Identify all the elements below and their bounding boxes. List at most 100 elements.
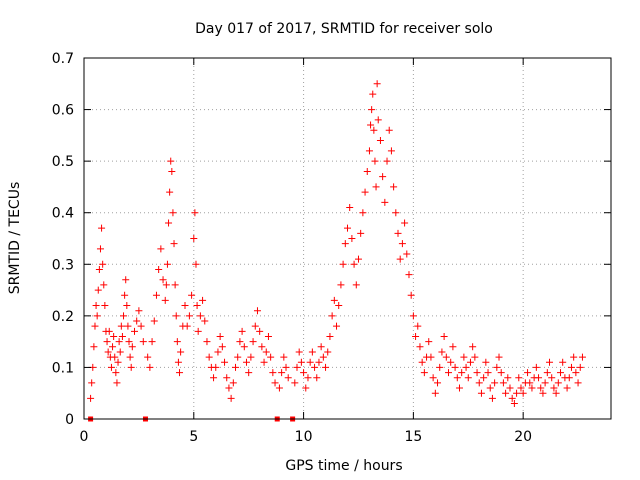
data-point <box>262 348 270 356</box>
data-point <box>414 322 422 330</box>
data-point <box>493 363 501 371</box>
data-point <box>431 389 439 397</box>
data-point <box>436 363 444 371</box>
data-point <box>369 90 377 98</box>
data-point <box>236 338 244 346</box>
data-point <box>352 281 360 289</box>
data-point <box>315 358 323 366</box>
data-point <box>425 338 433 346</box>
data-point <box>535 374 543 382</box>
data-point <box>556 369 564 377</box>
data-point <box>383 157 391 165</box>
data-point <box>218 343 226 351</box>
data-point <box>407 291 415 299</box>
data-point <box>267 353 275 361</box>
data-point <box>453 374 461 382</box>
data-point <box>165 219 173 227</box>
data-point <box>152 291 160 299</box>
gridlines <box>84 58 611 419</box>
data-point <box>324 348 332 356</box>
data-point <box>199 296 207 304</box>
data-point <box>280 353 288 361</box>
data-point <box>104 348 112 356</box>
data-point <box>183 322 191 330</box>
data-point <box>346 204 354 212</box>
data-point <box>482 358 490 366</box>
data-point <box>348 235 356 242</box>
data-point <box>121 291 129 299</box>
data-point <box>163 260 171 268</box>
data-point <box>403 250 411 258</box>
axis-ticks <box>83 57 611 420</box>
data-point <box>225 384 233 392</box>
data-point <box>374 116 382 124</box>
data-point <box>508 394 516 402</box>
data-point <box>297 358 305 366</box>
data-point <box>306 358 314 366</box>
x-tick-label: 5 <box>189 429 198 445</box>
data-point <box>168 167 176 175</box>
data-point <box>96 245 104 253</box>
data-point <box>398 240 406 248</box>
data-point <box>502 389 510 397</box>
x-tick-label: 10 <box>295 429 313 445</box>
data-point <box>107 363 115 371</box>
data-point <box>344 224 351 232</box>
data-point <box>93 312 101 320</box>
data-point <box>341 240 349 248</box>
data-point <box>484 369 492 377</box>
data-point <box>379 173 387 181</box>
data-point <box>144 353 152 361</box>
data-point <box>434 379 442 387</box>
data-point <box>337 281 345 289</box>
data-point <box>249 338 257 346</box>
data-point <box>570 353 578 361</box>
data-point <box>445 369 453 377</box>
data-point <box>361 188 369 196</box>
data-point <box>308 348 316 356</box>
data-point <box>256 327 264 335</box>
data-point <box>537 384 545 392</box>
data-point <box>488 394 496 402</box>
data-point <box>365 147 373 155</box>
data-point <box>212 363 220 371</box>
data-point <box>282 363 290 371</box>
data-point <box>193 302 201 310</box>
data-point <box>447 358 455 366</box>
data-point <box>251 322 259 330</box>
data-point <box>396 255 404 263</box>
data-point <box>167 157 175 165</box>
y-axis-title: SRMTID / TECUs <box>7 182 23 295</box>
data-point <box>390 183 398 191</box>
data-point <box>229 379 237 387</box>
data-point <box>278 369 286 377</box>
data-point <box>181 302 189 310</box>
data-point <box>91 322 99 330</box>
data-point <box>524 369 532 377</box>
data-point <box>210 374 218 382</box>
data-point <box>394 229 402 237</box>
data-point <box>480 374 488 382</box>
data-point <box>98 224 106 232</box>
data-point <box>271 379 279 387</box>
data-point <box>471 353 479 361</box>
data-point <box>513 389 521 397</box>
data-point <box>161 296 169 304</box>
data-point <box>559 358 567 366</box>
data-point <box>155 265 163 273</box>
data-point <box>103 338 111 346</box>
data-point <box>100 281 108 289</box>
data-point <box>169 209 177 217</box>
data-point <box>227 394 235 402</box>
data-point <box>499 379 507 387</box>
data-point <box>455 384 463 392</box>
data-point <box>196 312 204 320</box>
data-point <box>128 343 136 351</box>
data-point <box>313 374 321 382</box>
data-point <box>275 384 283 392</box>
data-point <box>392 209 400 217</box>
data-point <box>460 353 468 361</box>
data-point <box>381 198 389 206</box>
data-point <box>519 389 527 397</box>
data-point <box>190 235 198 242</box>
